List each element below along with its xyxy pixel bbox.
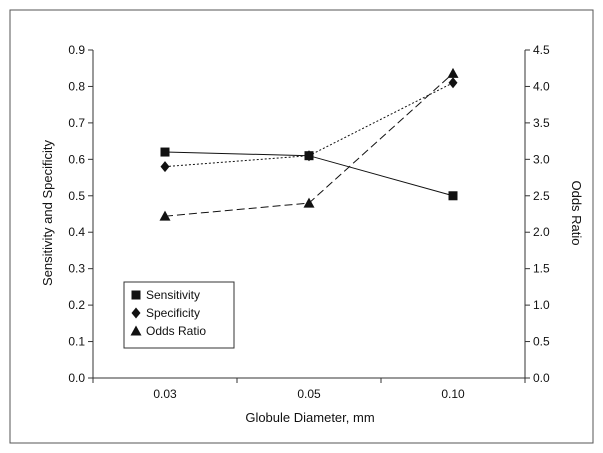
legend-marker-sensitivity bbox=[131, 290, 141, 300]
data-point-odds-ratio bbox=[303, 197, 315, 208]
legend: Sensitivity Specificity Odds Ratio bbox=[123, 281, 235, 349]
x-tick-label: 0.10 bbox=[441, 387, 465, 401]
right-y-tick-label: 2.0 bbox=[533, 225, 550, 239]
legend-marker-odds-ratio bbox=[130, 325, 142, 336]
data-point-specificity bbox=[448, 77, 458, 89]
left-y-tick-label: 0.7 bbox=[68, 116, 85, 130]
left-y-tick-label: 0.8 bbox=[68, 79, 85, 93]
data-point-specificity bbox=[304, 150, 314, 162]
right-y-tick-label: 4.0 bbox=[533, 79, 550, 93]
x-tick-label: 0.03 bbox=[153, 387, 177, 401]
right-y-tick-label: 2.5 bbox=[533, 189, 550, 203]
data-point-specificity bbox=[160, 161, 170, 173]
data-point-sensitivity bbox=[448, 191, 458, 201]
left-y-tick-label: 0.5 bbox=[68, 189, 85, 203]
axes: 0.0 0.1 0.2 0.3 0.4 0.5 0.6 0.7 0.8 0.9 0.0 0.5 1.0 1… bbox=[68, 43, 550, 401]
legend-label-odds-ratio: Odds Ratio bbox=[146, 324, 206, 338]
legend-marker-specificity bbox=[131, 307, 141, 319]
left-y-axis-title: Sensitivity and Specificity bbox=[40, 140, 55, 286]
x-axis-title: Globule Diameter, mm bbox=[245, 410, 374, 425]
legend-box bbox=[123, 281, 235, 349]
left-y-tick-label: 0.6 bbox=[68, 152, 85, 166]
left-y-tick-label: 0.2 bbox=[68, 298, 85, 312]
legend-label-sensitivity: Sensitivity bbox=[146, 288, 200, 302]
right-y-tick-label: 0.5 bbox=[533, 335, 550, 349]
left-y-tick-label: 0.3 bbox=[68, 262, 85, 276]
right-y-axis-title: Odds Ratio bbox=[569, 180, 584, 245]
left-y-tick-label: 0.0 bbox=[68, 371, 85, 385]
right-y-tick-label: 3.0 bbox=[533, 152, 550, 166]
data-point-odds-ratio bbox=[447, 67, 459, 78]
data-point-odds-ratio bbox=[159, 210, 171, 221]
right-y-tick-label: 4.5 bbox=[533, 43, 550, 57]
left-y-tick-label: 0.9 bbox=[68, 43, 85, 57]
x-tick-label: 0.05 bbox=[297, 387, 321, 401]
chart-frame bbox=[9, 9, 594, 444]
legend-label-specificity: Specificity bbox=[146, 306, 200, 320]
left-y-tick-label: 0.1 bbox=[68, 335, 85, 349]
right-y-tick-label: 0.0 bbox=[533, 371, 550, 385]
left-y-tick-label: 0.4 bbox=[68, 225, 85, 239]
series-layer bbox=[159, 67, 459, 221]
data-point-sensitivity bbox=[160, 147, 170, 157]
right-y-tick-label: 1.5 bbox=[533, 262, 550, 276]
right-y-tick-label: 1.0 bbox=[533, 298, 550, 312]
right-y-tick-label: 3.5 bbox=[533, 116, 550, 130]
